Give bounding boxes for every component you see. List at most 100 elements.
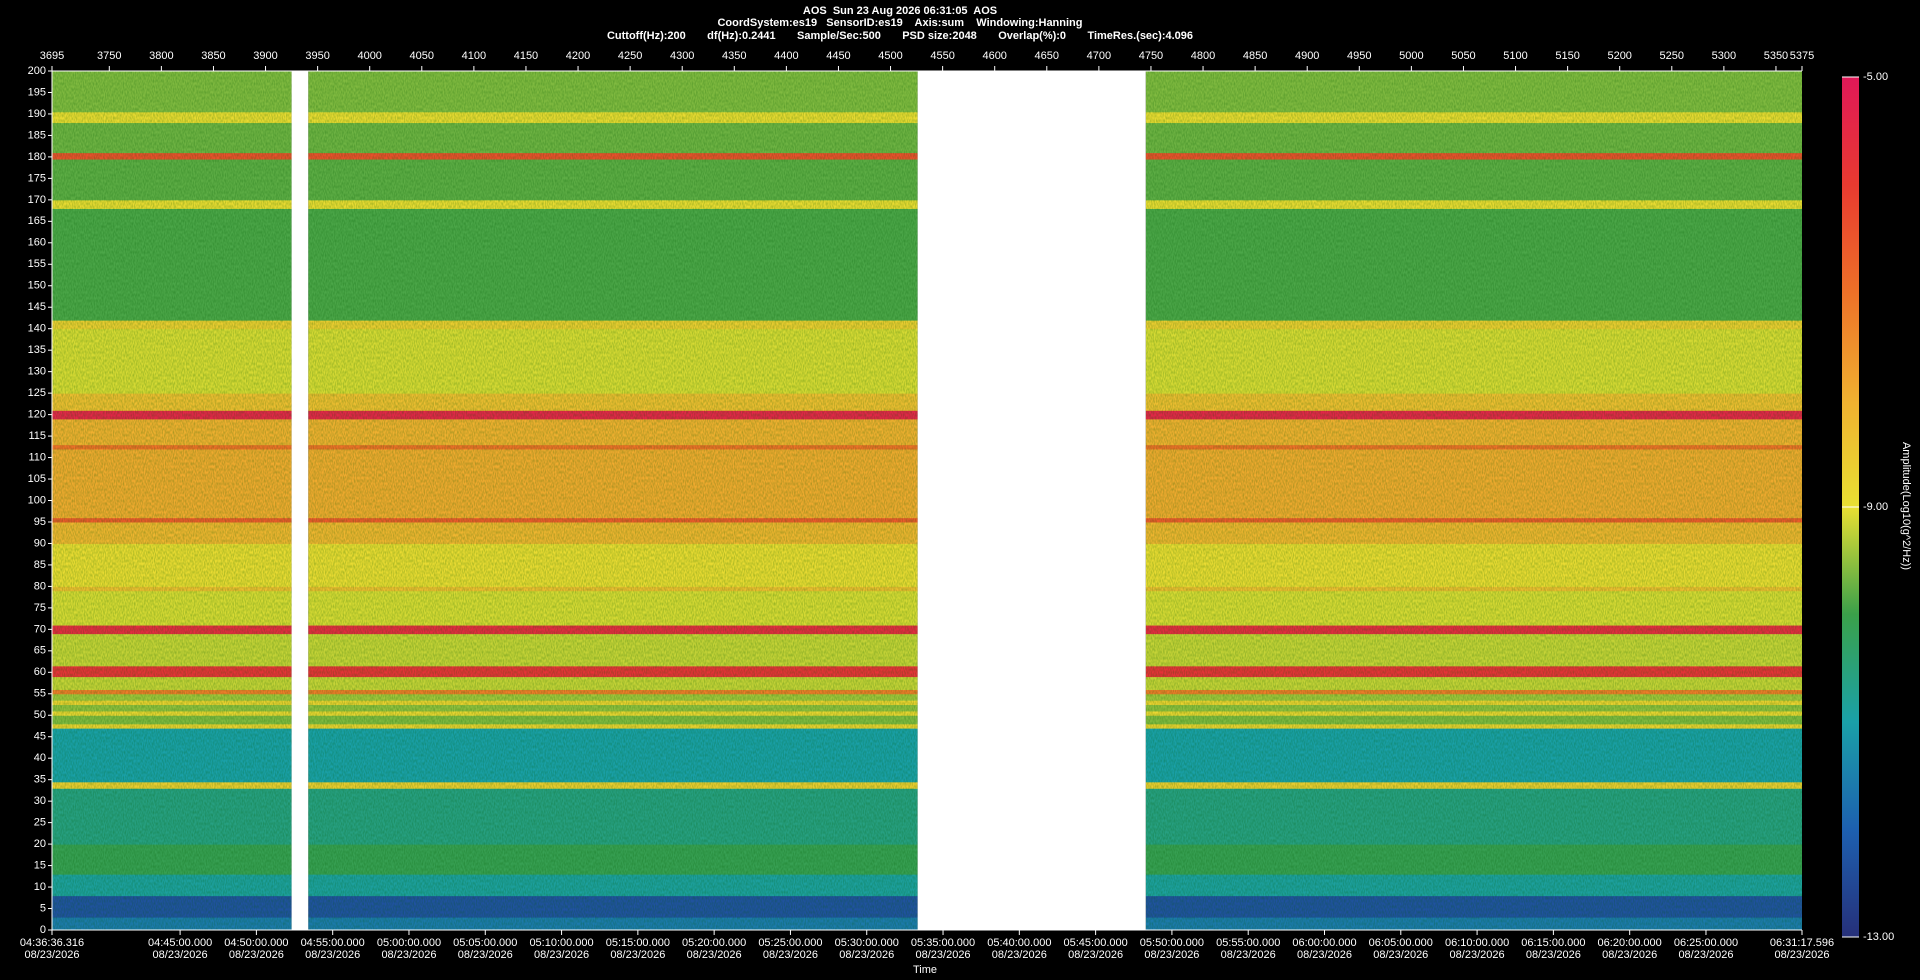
y-tick-label: 40 <box>34 752 46 764</box>
x2-tick-date: 08/23/2026 <box>534 949 589 961</box>
x-tick-label: 4850 <box>1243 50 1267 62</box>
x-tick-label: 4350 <box>722 50 746 62</box>
x-tick-label: 4650 <box>1035 50 1059 62</box>
y-tick-label: 105 <box>28 473 46 485</box>
x2-tick-label: 05:00:00.000 <box>377 937 441 949</box>
y-tick-label: 140 <box>28 323 46 335</box>
x2-tick-label: 04:55:00.000 <box>301 937 365 949</box>
x2-tick-label: 04:45:00.000 <box>148 937 212 949</box>
y-tick-label: 135 <box>28 344 46 356</box>
colorbar-tick-label: -13.00 <box>1863 931 1894 943</box>
y-tick-label: 120 <box>28 409 46 421</box>
y-tick-label: 70 <box>34 623 46 635</box>
x-tick-label: 4150 <box>514 50 538 62</box>
x-tick-label: 5200 <box>1607 50 1631 62</box>
x2-tick-date: 08/23/2026 <box>381 949 436 961</box>
y-tick-label: 195 <box>28 86 46 98</box>
x2-tick-label: 06:15:00.000 <box>1521 937 1585 949</box>
x-tick-label: 3800 <box>149 50 173 62</box>
y-tick-label: 80 <box>34 580 46 592</box>
y-tick-label: 95 <box>34 516 46 528</box>
subtitle: CoordSystem:es19 SensorID:es19 Axis:sum … <box>717 17 1082 29</box>
y-tick-label: 160 <box>28 237 46 249</box>
x-tick-label: 5100 <box>1503 50 1527 62</box>
x2-tick-date: 08/23/2026 <box>610 949 665 961</box>
x2-tick-label: 06:10:00.000 <box>1445 937 1509 949</box>
y-tick-label: 110 <box>28 451 46 463</box>
y-tick-label: 55 <box>34 688 46 700</box>
y-tick-label: 175 <box>28 172 46 184</box>
x2-tick-label: 04:50:00.000 <box>224 937 288 949</box>
y-tick-label: 0 <box>40 924 46 936</box>
y-tick-label: 60 <box>34 666 46 678</box>
x-tick-label: 4800 <box>1191 50 1215 62</box>
x2-tick-label: 05:05:00.000 <box>453 937 517 949</box>
x2-tick-label: 05:35:00.000 <box>911 937 975 949</box>
x-tick-label: 3850 <box>201 50 225 62</box>
x-tick-label: 4750 <box>1139 50 1163 62</box>
x2-tick-label: 06:05:00.000 <box>1369 937 1433 949</box>
y-tick-label: 125 <box>28 387 46 399</box>
x2-tick-date: 08/23/2026 <box>1068 949 1123 961</box>
x2-tick-label: 06:25:00.000 <box>1674 937 1738 949</box>
y-tick-label: 145 <box>28 301 46 313</box>
y-tick-label: 190 <box>28 108 46 120</box>
x-tick-label: 5250 <box>1660 50 1684 62</box>
x2-tick-date: 08/23/2026 <box>1144 949 1199 961</box>
x-tick-label: 5350 <box>1764 50 1788 62</box>
x2-tick-date: 08/23/2026 <box>763 949 818 961</box>
colorbar-tick-label: -9.00 <box>1863 501 1888 513</box>
x2-tick-label: 05:30:00.000 <box>835 937 899 949</box>
title: AOS Sun 23 Aug 2026 06:31:05 AOS <box>803 5 997 17</box>
data-gap <box>917 71 1146 930</box>
x-tick-label: 4200 <box>566 50 590 62</box>
x2-tick-label: 05:25:00.000 <box>758 937 822 949</box>
y-tick-label: 10 <box>34 881 46 893</box>
y-tick-label: 5 <box>40 902 46 914</box>
x2-tick-date: 08/23/2026 <box>1373 949 1428 961</box>
x2-tick-date: 08/23/2026 <box>1774 949 1829 961</box>
x2-tick-label: 05:50:00.000 <box>1140 937 1204 949</box>
x2-tick-date: 08/23/2026 <box>1526 949 1581 961</box>
x2-tick-date: 08/23/2026 <box>916 949 971 961</box>
x2-tick-date: 08/23/2026 <box>153 949 208 961</box>
colorbar-label: Amplitude(Log10(g^2/Hz)) <box>1900 442 1912 570</box>
x-tick-label: 4100 <box>462 50 486 62</box>
y-tick-label: 130 <box>28 366 46 378</box>
y-tick-label: 165 <box>28 215 46 227</box>
y-tick-label: 30 <box>34 795 46 807</box>
y-tick-label: 85 <box>34 559 46 571</box>
x2-tick-label: 05:10:00.000 <box>529 937 593 949</box>
x2-tick-date: 08/23/2026 <box>687 949 742 961</box>
x-tick-label: 4050 <box>410 50 434 62</box>
x2-tick-label: 06:31:17.596 <box>1770 937 1834 949</box>
y-tick-label: 25 <box>34 817 46 829</box>
x-tick-label: 3950 <box>305 50 329 62</box>
x2-tick-date: 08/23/2026 <box>24 949 79 961</box>
data-gap <box>291 71 309 930</box>
x2-tick-label: 06:20:00.000 <box>1598 937 1662 949</box>
y-tick-label: 90 <box>34 537 46 549</box>
x2-tick-label: 05:20:00.000 <box>682 937 746 949</box>
x2-tick-date: 08/23/2026 <box>839 949 894 961</box>
x-tick-label: 3750 <box>97 50 121 62</box>
x-tick-label: 4950 <box>1347 50 1371 62</box>
y-tick-label: 180 <box>28 151 46 163</box>
x-tick-label: 5050 <box>1451 50 1475 62</box>
x-tick-label: 4400 <box>774 50 798 62</box>
x-tick-label: 5300 <box>1712 50 1736 62</box>
x-tick-label: 4500 <box>878 50 902 62</box>
y-tick-label: 170 <box>28 194 46 206</box>
colorbar-tick-label: -5.00 <box>1863 71 1888 83</box>
x2-tick-date: 08/23/2026 <box>1450 949 1505 961</box>
x2-tick-date: 08/23/2026 <box>458 949 513 961</box>
x2-tick-date: 08/23/2026 <box>992 949 1047 961</box>
y-tick-label: 185 <box>28 129 46 141</box>
x-tick-label: 4550 <box>930 50 954 62</box>
x-tick-label: 4600 <box>982 50 1006 62</box>
x2-tick-label: 05:15:00.000 <box>606 937 670 949</box>
x2-tick-date: 08/23/2026 <box>1678 949 1733 961</box>
x2-tick-date: 08/23/2026 <box>1297 949 1352 961</box>
x2-tick-label: 05:45:00.000 <box>1064 937 1128 949</box>
